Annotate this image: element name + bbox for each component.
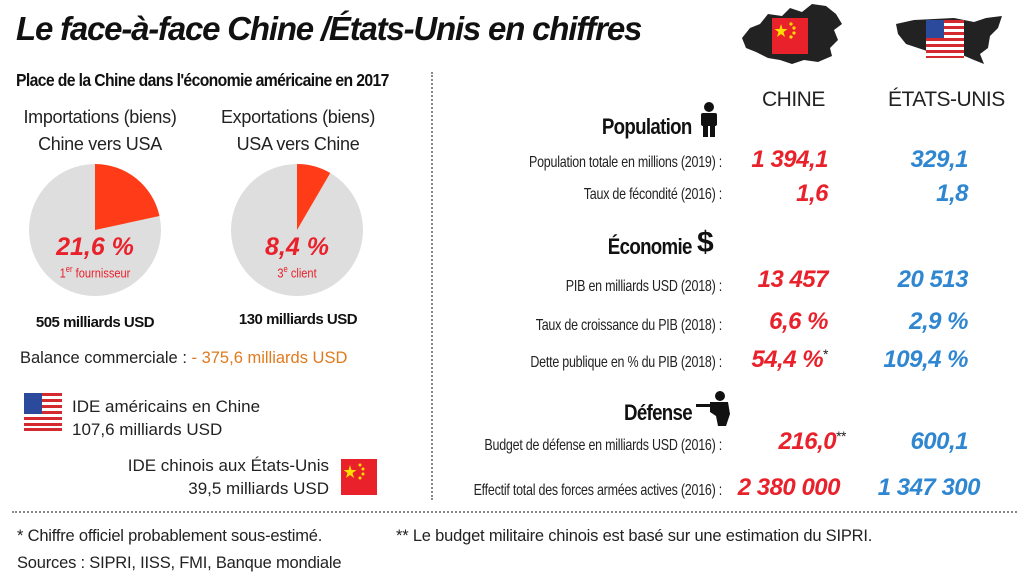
pie1-percentage: 21,6 % (56, 233, 134, 261)
value-us-defense-budget: 600,1 (910, 428, 968, 455)
trade-balance-label: Balance commerciale : (20, 349, 187, 367)
column-header-china: CHINE (762, 88, 825, 111)
value-cn-debt-text: 54,4 % (751, 346, 824, 373)
value-cn-defense-budget-mark: ** (836, 428, 846, 444)
pie-exports-slice (297, 164, 331, 230)
trade-balance-value: - 375,6 milliards USD (191, 349, 348, 367)
value-cn-fertility: 1,6 (796, 180, 828, 207)
pie2-head-line1: Exportations (biens) (220, 107, 376, 127)
row-label-gdp: PIB en milliards USD (2018) : (565, 278, 722, 295)
soldier-icon (696, 391, 730, 426)
pie2-note-text: client (287, 265, 317, 281)
pie2-head-line2: USA vers Chine (236, 134, 360, 154)
china-map-icon (742, 4, 842, 64)
ide-cn-line2: 39,5 milliards USD (188, 479, 329, 498)
pie1-head-line1: Importations (biens) (23, 107, 177, 127)
vertical-divider (431, 72, 433, 500)
row-label-growth: Taux de croissance du PIB (2018) : (535, 317, 723, 334)
pie1-head-line2: Chine vers USA (38, 134, 162, 154)
value-us-fertility: 1,8 (936, 180, 968, 207)
column-header-usa: ÉTATS-UNIS (888, 88, 1005, 111)
pie2-note-num: 3 (277, 265, 284, 281)
section-economie: Économie (608, 234, 693, 259)
value-cn-growth: 6,6 % (769, 308, 828, 335)
value-us-growth: 2,9 % (909, 308, 968, 335)
horizontal-divider (12, 511, 1017, 513)
page-title: Le face-à-face Chine /États-Unis en chif… (16, 10, 642, 47)
row-label-debt: Dette publique en % du PIB (2018) : (530, 354, 722, 371)
value-cn-debt: 54,4 %* (688, 346, 828, 374)
pie1-note-text: fournisseur (72, 265, 131, 281)
pie2-note-sup: e (283, 264, 288, 274)
pie2-percentage: 8,4 % (265, 233, 329, 261)
left-subtitle: Place de la Chine dans l'économie améric… (16, 70, 389, 90)
china-flag-icon (341, 459, 377, 495)
value-cn-debt-mark: * (823, 346, 828, 362)
us-flag-icon (24, 393, 62, 431)
value-cn-gdp: 13 457 (757, 266, 829, 293)
value-us-population: 329,1 (910, 146, 968, 173)
value-us-debt: 109,4 % (883, 346, 968, 373)
value-cn-armed-forces: 2 380 000 (737, 474, 841, 501)
person-icon (701, 102, 717, 137)
trade-balance: Balance commerciale : - 375,6 milliards … (20, 349, 347, 368)
pie1-heading: Importations (biens) Chine vers USA (10, 104, 190, 158)
value-us-gdp: 20 513 (897, 266, 969, 293)
value-us-armed-forces: 1 347 300 (877, 474, 981, 501)
pie1-note: 1er fournisseur (36, 264, 155, 280)
ide-cn-line1: IDE chinois aux États-Unis (127, 456, 329, 475)
dollar-icon: $ (697, 226, 714, 259)
ide-us-line2: 107,6 milliards USD (72, 420, 223, 439)
section-defense: Défense (624, 400, 693, 425)
pie2-amount: 130 milliards USD (238, 311, 358, 328)
section-population: Population (602, 114, 692, 139)
value-cn-defense-budget-text: 216,0 (778, 428, 837, 455)
pie1-note-sup: er (65, 264, 73, 274)
row-label-population: Population totale en millions (2019) : (529, 154, 722, 171)
pie2-heading: Exportations (biens) USA vers Chine (208, 104, 388, 158)
usa-map-icon (896, 16, 1002, 64)
ide-us: IDE américains en Chine 107,6 milliards … (72, 395, 260, 441)
pie-chart-exports (231, 164, 363, 296)
sources: Sources : SIPRI, IISS, FMI, Banque mondi… (17, 554, 342, 572)
ide-us-line1: IDE américains en Chine (72, 397, 261, 416)
value-cn-population: 1 394,1 (751, 146, 828, 173)
row-label-fertility: Taux de fécondité (2016) : (583, 186, 722, 203)
pie2-note: 3e client (238, 264, 357, 280)
footnote-1: * Chiffre officiel probablement sous-est… (17, 527, 323, 545)
pie1-amount: 505 milliards USD (35, 314, 155, 331)
row-label-armed-forces: Effectif total des forces armées actives… (473, 482, 723, 499)
ide-cn: IDE chinois aux États-Unis 39,5 milliard… (112, 454, 329, 500)
footnote-2: ** Le budget militaire chinois est basé … (396, 527, 873, 545)
pie-chart-imports (29, 164, 161, 296)
pie-imports-slice (95, 164, 160, 230)
pie1-note-num: 1 (59, 265, 66, 281)
value-cn-defense-budget: 216,0** (706, 428, 847, 456)
row-label-defense-budget: Budget de défense en milliards USD (2016… (484, 437, 722, 454)
